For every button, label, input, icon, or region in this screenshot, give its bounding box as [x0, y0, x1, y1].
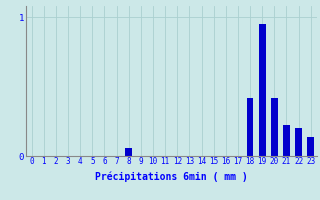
Bar [295, 128, 302, 156]
Bar [247, 98, 253, 156]
Bar [308, 137, 314, 156]
Bar [271, 98, 278, 156]
Bar [283, 125, 290, 156]
Bar [125, 148, 132, 156]
X-axis label: Précipitations 6min ( mm ): Précipitations 6min ( mm ) [95, 171, 248, 182]
Bar [259, 24, 266, 156]
